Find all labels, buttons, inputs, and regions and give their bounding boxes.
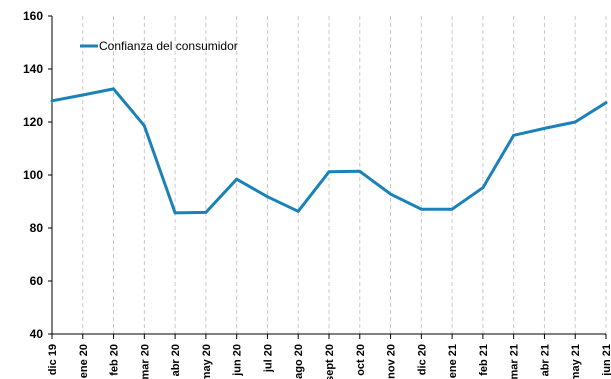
axes xyxy=(48,15,607,339)
x-tick-label: may 21 xyxy=(570,344,582,379)
data-point xyxy=(604,101,608,105)
legend: Confianza del consumidor xyxy=(80,39,238,53)
x-tick-label: abr 20 xyxy=(170,344,182,376)
x-tick-label: oct 20 xyxy=(355,344,367,376)
data-point xyxy=(142,124,146,128)
x-tick-label: ene 21 xyxy=(447,344,459,378)
data-point xyxy=(450,207,454,211)
y-tick-label: 120 xyxy=(23,115,43,129)
x-tick-label: dic 20 xyxy=(416,344,428,375)
data-point xyxy=(481,186,485,190)
data-point xyxy=(235,177,239,181)
x-tick-label: may 20 xyxy=(201,344,213,379)
y-tick-labels: 40 60 80 100 120 140 160 xyxy=(23,9,43,341)
series-layer xyxy=(50,87,608,215)
data-point xyxy=(512,133,516,137)
y-tick-label: 160 xyxy=(23,9,43,23)
y-tick-label: 100 xyxy=(23,168,43,182)
data-point xyxy=(419,207,423,211)
data-point xyxy=(573,120,577,124)
data-point xyxy=(296,209,300,213)
y-tick-label: 40 xyxy=(30,327,44,341)
x-tick-label: jun 20 xyxy=(232,344,244,377)
x-tick-label: nov 20 xyxy=(386,344,398,379)
y-tick-label: 60 xyxy=(30,274,44,288)
y-tick-label: 140 xyxy=(23,62,43,76)
legend-label: Confianza del consumidor xyxy=(99,39,238,53)
data-point xyxy=(266,195,269,199)
y-tick-label: 80 xyxy=(30,221,44,235)
x-tick-label: dic 19 xyxy=(47,344,59,375)
x-tick-label: mar 20 xyxy=(139,344,151,379)
x-tick-label: ene 20 xyxy=(78,344,90,378)
data-point xyxy=(112,87,115,91)
grid-lines xyxy=(82,16,607,334)
data-point xyxy=(204,210,208,214)
data-point xyxy=(50,99,54,103)
x-tick-label: ago 20 xyxy=(293,344,305,379)
data-point xyxy=(81,93,85,97)
x-tick-label: feb 20 xyxy=(109,344,121,376)
data-point xyxy=(543,126,546,130)
x-tick-label: sept 20 xyxy=(324,344,336,379)
x-tick-label: mar 21 xyxy=(509,344,521,379)
data-point xyxy=(327,170,331,174)
x-tick-labels: dic 19 ene 20 feb 20 mar 20 abr 20 may 20 jun … xyxy=(47,344,611,379)
data-point xyxy=(173,211,177,215)
x-tick-label: jun 21 xyxy=(601,344,611,377)
data-point xyxy=(389,192,392,196)
x-tick-label: feb 21 xyxy=(478,344,490,376)
x-tick-label: jul 20 xyxy=(262,344,274,373)
data-point xyxy=(358,169,362,173)
x-tick-label: abr 21 xyxy=(539,344,551,376)
